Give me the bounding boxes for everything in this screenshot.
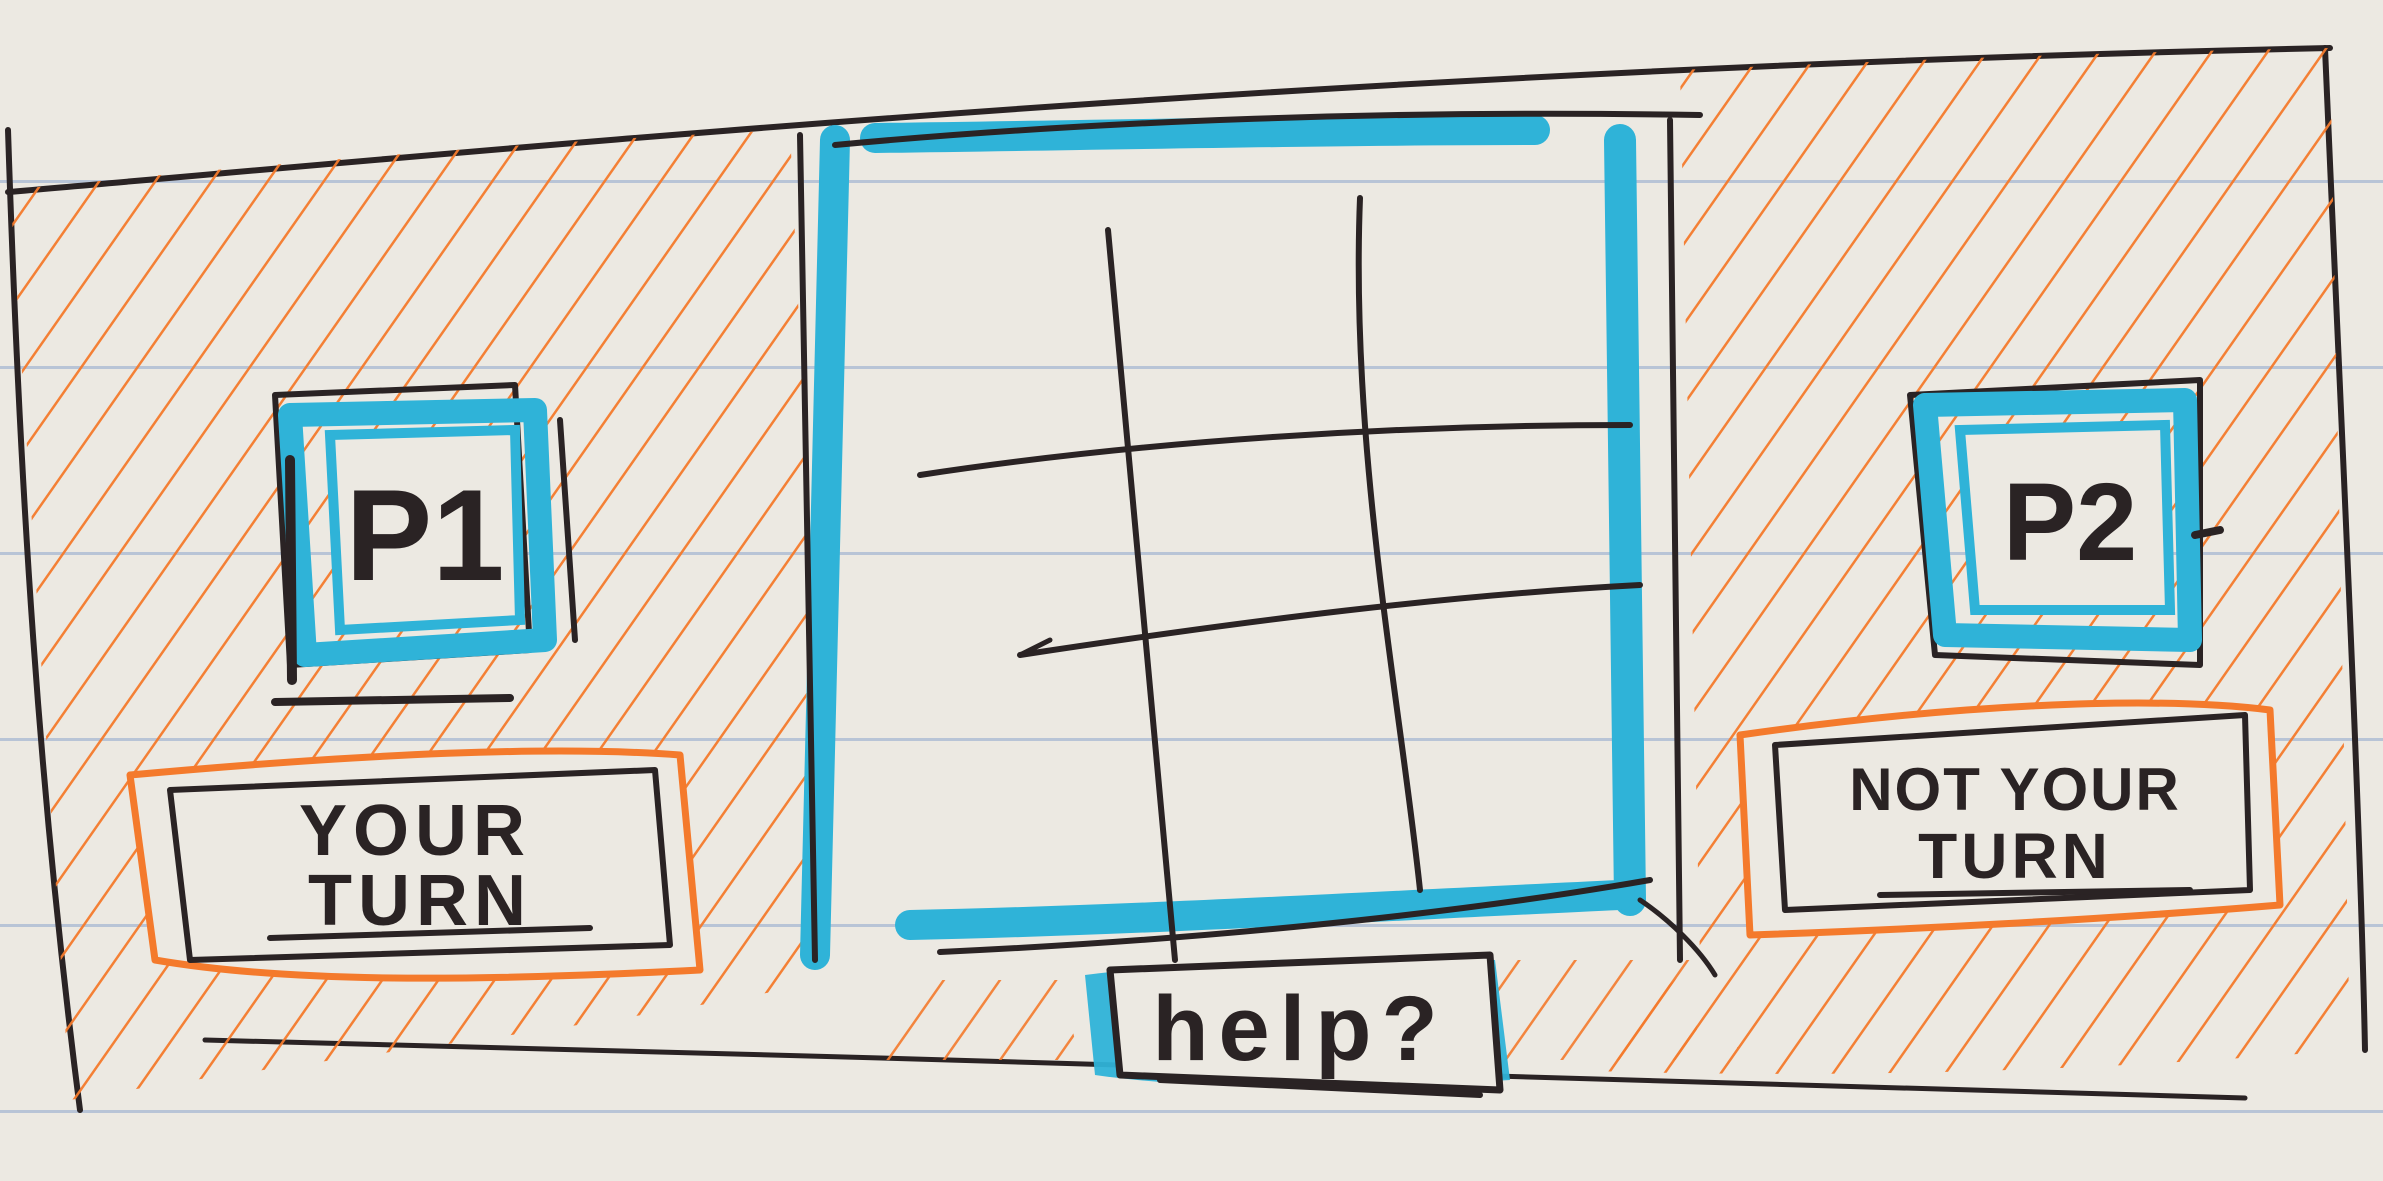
board-cell[interactable] bbox=[1380, 440, 1600, 590]
board-cell[interactable] bbox=[1130, 230, 1340, 430]
board-cell[interactable] bbox=[1430, 610, 1610, 880]
help-label: help? bbox=[1152, 978, 1447, 1080]
board-cell[interactable] bbox=[890, 470, 1100, 640]
player2-status-line2: TURN bbox=[1918, 820, 2112, 892]
help-button[interactable]: help? bbox=[1085, 951, 1510, 1098]
board-cell[interactable] bbox=[1380, 230, 1600, 430]
board-cell[interactable] bbox=[890, 230, 1100, 430]
board-cell[interactable] bbox=[890, 670, 1120, 910]
game-board bbox=[797, 110, 1718, 978]
grid-line-h1 bbox=[917, 422, 1633, 478]
player1-status-line2: TURN bbox=[308, 861, 532, 941]
player2-label: P2 bbox=[2003, 461, 2138, 584]
grid-line-h2 bbox=[1017, 582, 1643, 658]
player1-avatar: P1 bbox=[271, 382, 578, 706]
grid-line-v1 bbox=[1105, 227, 1178, 963]
player1-status-line1: YOUR bbox=[299, 791, 531, 871]
board-cell[interactable] bbox=[1140, 450, 1350, 620]
player1-label: P1 bbox=[345, 462, 504, 608]
player2-status: NOT YOUR TURN bbox=[1736, 699, 2284, 939]
player2-status-line1: NOT YOUR bbox=[1849, 756, 2181, 823]
player2-avatar: P2 bbox=[1907, 377, 2224, 668]
grid-line-v2 bbox=[1355, 195, 1423, 893]
board-cell[interactable] bbox=[1180, 650, 1380, 900]
board-cells bbox=[890, 230, 1610, 910]
player1-status: YOUR TURN bbox=[126, 747, 704, 982]
